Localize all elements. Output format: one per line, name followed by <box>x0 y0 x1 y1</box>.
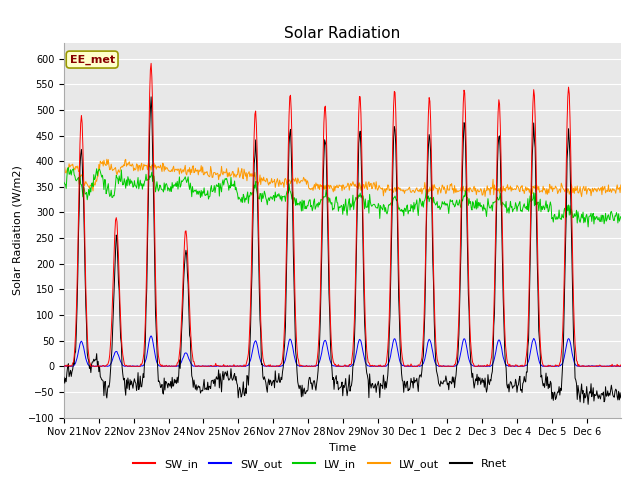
Text: EE_met: EE_met <box>70 54 115 65</box>
Y-axis label: Solar Radiation (W/m2): Solar Radiation (W/m2) <box>12 166 22 295</box>
Legend: SW_in, SW_out, LW_in, LW_out, Rnet: SW_in, SW_out, LW_in, LW_out, Rnet <box>129 455 511 474</box>
X-axis label: Time: Time <box>329 443 356 453</box>
Title: Solar Radiation: Solar Radiation <box>284 25 401 41</box>
